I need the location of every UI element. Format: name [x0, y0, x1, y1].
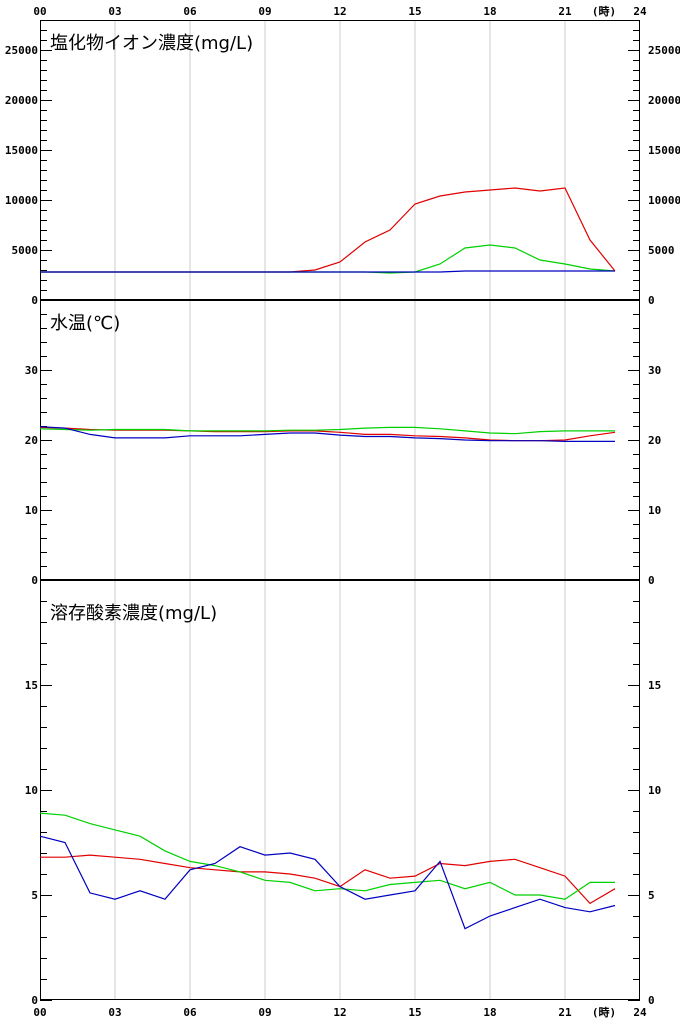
panel-1: [40, 20, 640, 301]
x-tick-label-bottom: 12: [333, 1006, 346, 1019]
series-line-3: [39, 835, 616, 930]
y-tick-label-left: 10000: [5, 194, 38, 207]
series-line-2: [39, 426, 615, 435]
x-tick-label-bottom: 21: [558, 1006, 572, 1019]
panel-frame: [40, 580, 640, 1000]
y-tick-label-left: 20000: [5, 94, 38, 107]
y-tick-label-left: 20: [25, 434, 38, 447]
y-tick-label-left: 10: [25, 504, 38, 517]
y-tick-label-right: 10: [648, 784, 661, 797]
y-tick-label-right: 0: [648, 994, 655, 1007]
y-tick-label-right: 0: [648, 574, 655, 587]
y-tick-label-right: 5000: [648, 244, 675, 257]
x-tick-label-top: 03: [108, 5, 121, 18]
series-line-3: [40, 270, 615, 273]
x-axis-unit-top: (時): [592, 4, 616, 18]
x-tick-label-bottom: 00: [33, 1006, 46, 1019]
x-tick-label-top: 12: [333, 5, 346, 18]
y-tick-label-left: 10: [25, 784, 38, 797]
x-tick-label-bottom: 18: [483, 1006, 496, 1019]
x-tick-label-top: 00: [33, 5, 46, 18]
x-tick-label-bottom: 03: [108, 1006, 121, 1019]
y-tick-label-left: 5: [31, 889, 38, 902]
x-tick-label-top: 06: [183, 5, 197, 18]
y-tick-label-left: 5000: [12, 244, 39, 257]
y-tick-label-left: 15000: [5, 144, 38, 157]
y-tick-label-right: 15: [648, 679, 661, 692]
x-tick-label-top: 21: [558, 5, 572, 18]
x-tick-label-bottom: 09: [258, 1006, 271, 1019]
y-tick-label-left: 15: [25, 679, 38, 692]
series-line-2: [40, 244, 616, 274]
panel-title: 溶存酸素濃度(mg/L): [50, 603, 217, 624]
series-line-1: [40, 854, 616, 905]
y-tick-label-right: 20: [648, 434, 661, 447]
x-tick-label-bottom: 24: [633, 1006, 647, 1019]
panel-frame: [40, 300, 640, 580]
y-tick-label-right: 15000: [648, 144, 680, 157]
x-tick-label-top: 24: [633, 5, 647, 18]
x-tick-label-bottom: 06: [183, 1006, 197, 1019]
y-tick-label-left: 25000: [5, 44, 38, 57]
panel-title: 水温(℃): [50, 313, 120, 334]
x-tick-label-top: 09: [258, 5, 271, 18]
x-tick-label-top: 15: [408, 5, 421, 18]
x-tick-label-top: 18: [483, 5, 496, 18]
y-tick-label-left: 0: [31, 994, 38, 1007]
y-tick-label-left: 30: [25, 364, 38, 377]
panel-2: [39, 300, 640, 581]
series-line-2: [39, 812, 615, 900]
y-tick-label-right: 20000: [648, 94, 680, 107]
y-tick-label-right: 10: [648, 504, 661, 517]
panel-frame: [40, 20, 640, 300]
panel-title: 塩化物イオン濃度(mg/L): [50, 33, 253, 54]
y-tick-label-right: 25000: [648, 44, 680, 57]
y-tick-label-right: 10000: [648, 194, 680, 207]
y-tick-label-right: 5: [648, 889, 655, 902]
panel-3: [39, 580, 640, 1001]
x-tick-label-bottom: 15: [408, 1006, 421, 1019]
series-line-1: [40, 187, 616, 273]
y-tick-label-left: 0: [31, 574, 38, 587]
series-line-3: [39, 426, 615, 442]
x-axis-unit-bottom: (時): [592, 1005, 616, 1019]
y-tick-label-right: 0: [648, 294, 655, 307]
y-tick-label-left: 0: [31, 294, 38, 307]
y-tick-label-right: 30: [648, 364, 661, 377]
